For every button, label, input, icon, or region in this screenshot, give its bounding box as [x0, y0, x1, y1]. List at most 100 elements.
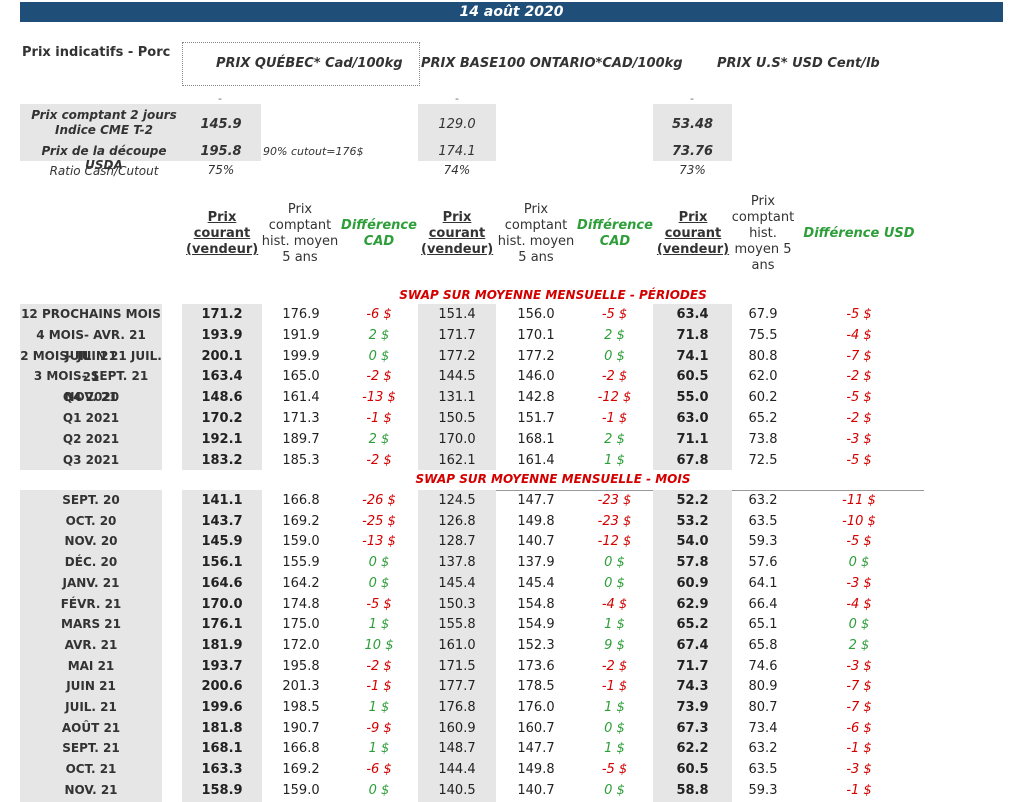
- subhdr-on-current: Prix courant (vendeur): [421, 210, 494, 257]
- row-label: AVR. 21: [64, 637, 118, 652]
- col-header-quebec: PRIX QUÉBEC* Cad/100kg: [216, 56, 403, 71]
- qc-diff: -25 $: [362, 513, 396, 529]
- row-label: AOÛT 21: [61, 720, 121, 735]
- qc-current: 170.2: [201, 411, 243, 426]
- table-row: OCT. 20 143.7 169.2 -25 $ 126.8 149.8 -23 $ 53.…: [0, 511, 1024, 532]
- on-current: 128.7: [438, 534, 476, 550]
- subhdr-qc-current: Prix courant (vendeur): [186, 210, 259, 257]
- us-current: 73.9: [676, 700, 709, 715]
- table-row: 12 PROCHAINS MOIS 171.2 176.9 -6 $ 151.4 156.…: [0, 304, 1024, 325]
- on-hist: 154.8: [517, 596, 555, 612]
- on-current: 155.8: [438, 617, 476, 633]
- qc-hist: 175.0: [282, 617, 320, 633]
- us-hist: 73.4: [748, 720, 778, 736]
- on-current: 171.7: [438, 327, 476, 343]
- col-header-us: PRIX U.S* USD Cent/lb: [717, 56, 880, 71]
- page-title: Prix indicatifs - Porc: [22, 45, 171, 60]
- table-row: 2 MOIS- JUIN 21 JUIL. 21 200.1 199.9 0 $ 177…: [0, 346, 1024, 384]
- on-hist: 140.7: [517, 534, 555, 550]
- qc-current: 200.1: [201, 348, 243, 364]
- on-current: 151.4: [438, 307, 476, 322]
- qc-hist: 166.8: [282, 741, 320, 757]
- us-diff: -1 $: [846, 782, 872, 798]
- us-diff: -11 $: [842, 493, 876, 508]
- on-diff: -1 $: [601, 679, 628, 695]
- qc-hist: 169.2: [282, 513, 320, 529]
- summary-gray-us: [653, 104, 732, 161]
- us-diff: -7 $: [846, 679, 872, 695]
- qc-diff: 1 $: [368, 617, 390, 633]
- on-current: 144.5: [438, 369, 476, 385]
- on-diff: 2 $: [604, 431, 625, 447]
- qc-diff: -26 $: [362, 493, 396, 508]
- row-label: Q2 2021: [62, 431, 120, 446]
- row-label: FÉVR. 21: [60, 596, 122, 611]
- qc-current: 164.6: [201, 575, 243, 591]
- on-current: 177.7: [438, 679, 476, 695]
- qc-diff: 0 $: [368, 575, 390, 591]
- dash-us: -: [690, 92, 694, 105]
- qc-current: 171.2: [201, 307, 243, 322]
- qc-hist: 185.3: [282, 452, 320, 468]
- on-diff: -12 $: [597, 534, 632, 550]
- row-label: JUIL. 21: [65, 700, 117, 714]
- qc-current: 181.8: [201, 720, 243, 736]
- subhdr-us-current: Prix courant (vendeur): [656, 210, 730, 257]
- row-label: 3 MOIS- SEPT. 21 NOV. 21: [33, 369, 149, 405]
- us-hist: 66.4: [748, 596, 778, 612]
- qc-diff: -6 $: [366, 307, 392, 322]
- us-diff: -4 $: [846, 596, 872, 612]
- qc-current: 163.3: [201, 762, 243, 778]
- table-row: 4 MOIS- AVR. 21 JUIL. 21 193.9 191.9 2 $ 171…: [0, 325, 1024, 363]
- date-banner: 14 août 2020: [20, 2, 1003, 22]
- us-current: 60.5: [676, 762, 709, 778]
- row-label: MAI 21: [67, 658, 115, 673]
- qc-diff: -2 $: [366, 452, 392, 468]
- qc-diff: -5 $: [366, 596, 392, 612]
- qc-current: 193.9: [201, 327, 243, 343]
- qc-diff: 0 $: [368, 348, 390, 364]
- table-row: NOV. 21 158.9 159.0 0 $ 140.5 140.7 0 $ 58.8 59.…: [0, 780, 1024, 801]
- us-current: 58.8: [676, 782, 709, 798]
- qc-diff: 1 $: [368, 741, 390, 757]
- qc-diff: -13 $: [362, 390, 396, 406]
- on-diff: 0 $: [604, 720, 625, 736]
- qc-hist: 201.3: [282, 679, 320, 695]
- us-hist: 72.5: [748, 452, 778, 468]
- on-diff: -2 $: [601, 658, 628, 674]
- qc-current: 158.9: [201, 782, 243, 798]
- dash-ontario: -: [455, 92, 459, 105]
- on-hist: 170.1: [517, 327, 555, 343]
- on-cutout-value: 174.1: [438, 144, 476, 159]
- on-hist: 168.1: [517, 431, 555, 447]
- row-label: Q1 2021: [62, 411, 120, 425]
- qc-current: 143.7: [201, 513, 243, 529]
- on-current: 126.8: [438, 513, 476, 529]
- us-current: 71.7: [676, 658, 709, 674]
- qc-diff: -1 $: [366, 411, 392, 426]
- us-diff: -6 $: [846, 720, 872, 736]
- us-current: 60.5: [676, 369, 709, 385]
- cash-label: Prix comptant 2 jours Indice CME T-2: [31, 108, 177, 137]
- on-diff: 1 $: [604, 452, 625, 468]
- on-hist: 140.7: [517, 782, 555, 798]
- on-diff: 0 $: [604, 348, 625, 364]
- on-current: 177.2: [438, 348, 476, 364]
- on-current: 131.1: [438, 390, 476, 406]
- on-diff: 1 $: [604, 741, 625, 757]
- section-months-title: SWAP SUR MOYENNE MENSUELLE - MOIS: [415, 472, 691, 486]
- qc-hist: 171.3: [282, 411, 320, 426]
- on-current: 124.5: [438, 493, 476, 508]
- on-current: 137.8: [438, 555, 476, 571]
- on-hist: 147.7: [517, 741, 555, 757]
- col-header-ontario: PRIX BASE100 ONTARIO*CAD/100kg: [421, 56, 683, 71]
- us-diff: -1 $: [846, 741, 872, 757]
- us-diff: 0 $: [848, 555, 870, 571]
- us-hist: 63.5: [748, 513, 778, 529]
- row-label: DÉC. 20: [64, 555, 118, 570]
- us-current: 54.0: [676, 534, 709, 550]
- on-diff: 1 $: [604, 617, 625, 633]
- on-ratio-value: 74%: [443, 163, 471, 177]
- table-row: Q1 2021 170.2 171.3 -1 $ 150.5 151.7 -1 $ 63.0 6…: [0, 408, 1024, 429]
- on-current: 171.5: [438, 658, 476, 674]
